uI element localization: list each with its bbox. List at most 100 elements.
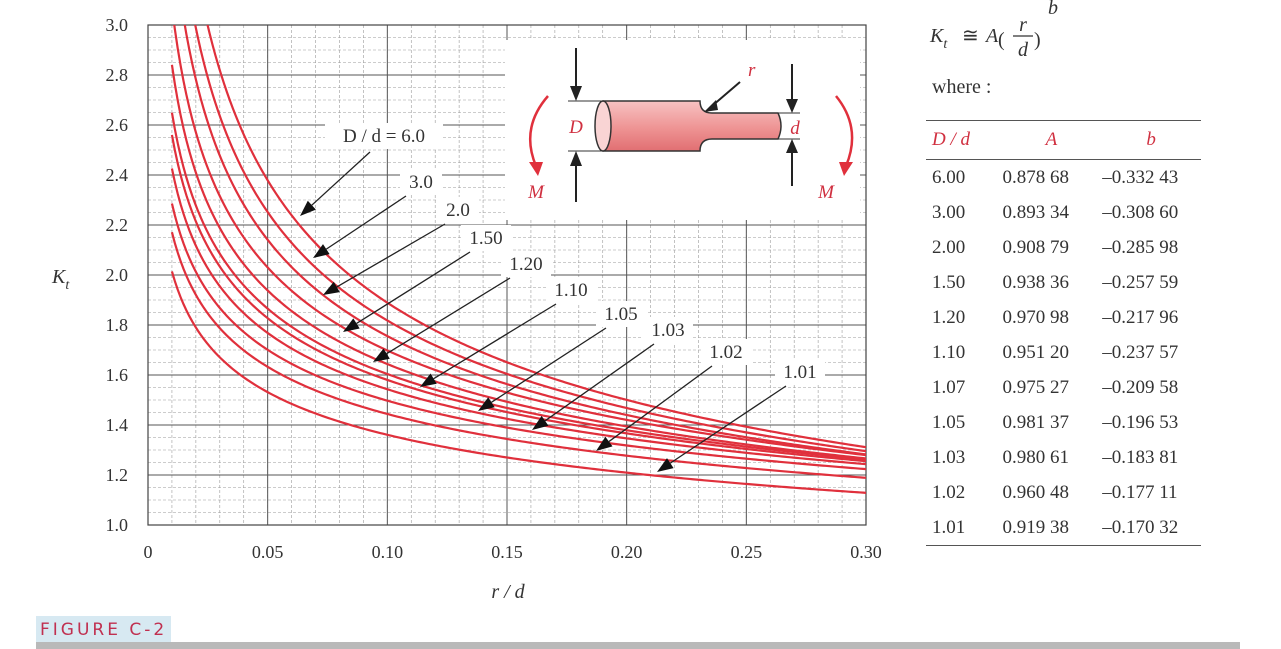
table-cell-Dd: 1.03 <box>932 446 966 468</box>
curve-label-group: D / d = 6.0 3.0 2.0 1.50 1.20 1.10 1.05 1.03 1.0… <box>300 123 825 472</box>
curve-label-leader <box>311 151 371 206</box>
curve-label-bg <box>546 277 596 303</box>
kt-equation: Kt ≅ A ( r d ) b where : <box>929 0 1058 98</box>
x-tick-label: 0.15 <box>491 542 523 562</box>
x-tick-label: 0 <box>144 542 153 562</box>
x-axis-label: r / d <box>491 581 525 603</box>
curve-label-arrowhead <box>532 415 549 430</box>
x-tick-label: 0.10 <box>372 542 404 562</box>
curve-label-bg <box>596 301 646 327</box>
table-row: 1.10 0.951 20 –0.237 57 <box>926 335 1201 370</box>
curve-label-leader <box>433 303 557 380</box>
curve-label-leader <box>325 195 407 250</box>
table-row: 2.00 0.908 79 –0.285 98 <box>926 230 1201 265</box>
curve-label: 2.0 <box>446 200 470 221</box>
table-cell-Dd: 1.02 <box>932 481 966 503</box>
table-cell-A: 0.919 38 <box>1001 510 1102 546</box>
table-body: 6.00 0.878 68 –0.332 43 3.00 0.893 34 –0.308 … <box>926 160 1201 546</box>
x-tick-label: 0.25 <box>731 542 763 562</box>
table-row: 3.00 0.893 34 –0.308 60 <box>926 195 1201 230</box>
plot-frame <box>147 24 867 526</box>
curve-label: 1.20 <box>509 254 542 275</box>
shaft-inset-diagram: D d r M M <box>505 40 860 220</box>
moment-arrow-left <box>528 95 549 167</box>
y-axis-label: Kt <box>51 266 70 293</box>
table-cell-Dd: 3.00 <box>932 201 966 223</box>
curve-label-arrowhead <box>657 458 674 472</box>
curve-label-leader <box>386 277 511 355</box>
curve-label: 3.0 <box>409 172 433 193</box>
table-cell-b: –0.170 32 <box>1101 510 1201 546</box>
table-header-Dd: D / d <box>926 120 1002 160</box>
curve-series-2 <box>183 25 866 456</box>
curve-label-arrowhead <box>420 373 437 387</box>
table-cell-b: –0.237 57 <box>1102 341 1179 363</box>
curve-series-0 <box>206 25 866 449</box>
curve-label-leader <box>491 327 607 403</box>
curve-label-arrowhead <box>300 200 316 216</box>
figure-caption: FIGURE C-2 <box>36 616 172 644</box>
table-cell-b: –0.217 96 <box>1102 306 1179 328</box>
table-row: 1.03 0.980 61 –0.183 81 <box>926 440 1201 475</box>
curve-label-leader <box>356 251 471 325</box>
curve-series-10 <box>170 271 866 494</box>
curve-label-arrowhead <box>313 244 330 258</box>
y-tick-label: 2.4 <box>106 165 129 185</box>
curve-series-9 <box>170 231 866 479</box>
curve-label-bg <box>400 169 442 195</box>
eq-approx: ≅ <box>962 25 979 47</box>
curve-label: D / d = 6.0 <box>343 126 425 147</box>
table-row: 6.00 0.878 68 –0.332 43 <box>926 160 1201 196</box>
curve-series-8 <box>170 203 866 471</box>
table-row: 1.01 0.919 38 –0.170 32 <box>926 510 1201 546</box>
curve-label-bg <box>437 197 479 223</box>
table-cell-Dd: 1.07 <box>932 376 966 398</box>
coefficient-table: D / d A b 6.00 0.878 68 –0.332 43 3.00 0.893… <box>926 120 1201 546</box>
x-tick-label: 0.30 <box>850 542 882 562</box>
y-tick-label: 3.0 <box>106 15 129 35</box>
curve-label: 1.02 <box>709 342 742 363</box>
eq-lhs: Kt <box>929 25 948 52</box>
curve-series-1 <box>194 25 866 453</box>
y-tick-label: 2.0 <box>106 265 129 285</box>
y-tick-label: 1.0 <box>106 515 129 535</box>
inset-label-d: d <box>790 118 800 139</box>
y-tick-label: 1.2 <box>106 465 129 485</box>
curve-series-4 <box>170 112 866 461</box>
curve-label-bg <box>643 317 693 343</box>
table-cell-A: 0.960 48 <box>1002 481 1070 503</box>
eq-close-paren: ) <box>1034 29 1041 51</box>
curve-label-arrowhead <box>596 436 613 451</box>
table-cell-Dd: 1.50 <box>932 271 966 293</box>
table-cell-b: –0.196 53 <box>1102 411 1179 433</box>
curve-series-3 <box>173 25 866 457</box>
table-cell-A: 0.908 79 <box>1002 236 1070 258</box>
table-cell-Dd: 2.00 <box>932 236 966 258</box>
curve-label-bg <box>325 123 443 149</box>
table-cell-b: –0.257 59 <box>1102 271 1179 293</box>
y-tick-label: 1.6 <box>106 365 129 385</box>
curve-label-leader <box>608 365 713 443</box>
y-tick-label: 1.4 <box>106 415 129 435</box>
y-tick-label: 1.8 <box>106 315 129 335</box>
inset-label-M-right: M <box>817 182 835 203</box>
table-cell-b: –0.209 58 <box>1102 376 1179 398</box>
table-cell-A: 0.878 68 <box>1002 166 1070 188</box>
curve-label: 1.05 <box>604 304 637 325</box>
curve-label-bg <box>775 359 825 385</box>
eq-exponent: b <box>1048 0 1058 19</box>
footer-rule <box>36 642 1240 649</box>
curve-label-bg <box>501 251 551 277</box>
x-tick-label: 0.20 <box>611 542 643 562</box>
curve-label-arrowhead <box>343 318 360 332</box>
table-header-row: D / d A b <box>926 120 1201 160</box>
x-tick-label: 0.05 <box>252 542 284 562</box>
moment-arrow-right <box>835 95 854 167</box>
curve-label-leader <box>336 223 446 288</box>
table-header-A: A <box>1001 120 1102 160</box>
table-cell-A: 0.951 20 <box>1002 341 1070 363</box>
curve-label-arrowhead <box>323 281 340 295</box>
table-cell-A: 0.980 61 <box>1002 446 1070 468</box>
curve-label-arrowhead <box>373 348 390 362</box>
